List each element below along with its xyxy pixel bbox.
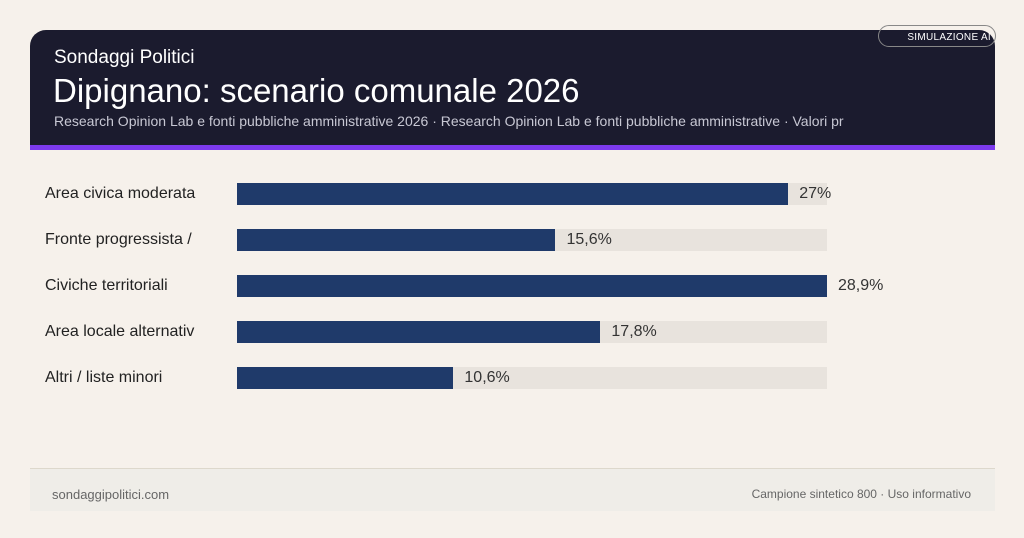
footer: sondaggipolitici.com Campione sintetico … [30,468,995,511]
bar-track [237,229,827,251]
value-label: 28,9% [838,277,884,294]
bar-row: Civiche territoriali 28,9% [0,275,1024,297]
bar-row: Altri / liste minori 10,6% [0,367,1024,389]
bar-track [237,275,827,297]
page-title: Dipignano: scenario comunale 2026 [53,72,580,109]
category-label: Area civica moderata [45,185,196,202]
bar [237,275,827,297]
subtitle: Research Opinion Lab e fonti pubbliche a… [54,113,844,129]
bar-track [237,321,827,343]
bar-track [237,183,827,205]
footer-site: sondaggipolitici.com [52,487,170,502]
bar [237,183,789,205]
header: Sondaggi Politici Dipignano: scenario co… [30,30,995,145]
bar-track [237,367,827,389]
category-label: Civiche territoriali [45,277,168,294]
bar-row: Area civica moderata 27% [0,183,1024,205]
category-label: Area locale alternativ [45,323,195,340]
bar-row: Area locale alternativ 17,8% [0,321,1024,343]
category-label: Altri / liste minori [45,369,163,386]
accent-line [30,145,995,150]
simulation-badge: SIMULAZIONE AI [878,25,996,47]
bar [237,229,556,251]
bar [237,321,601,343]
value-label: 17,8% [611,323,657,340]
value-label: 15,6% [566,231,612,248]
value-label: 27% [799,185,832,202]
footer-note: Campione sintetico 800 · Uso informativo [751,487,971,501]
brand: Sondaggi Politici [54,47,195,68]
bar [237,367,454,389]
bar-row: Fronte progressista / 15,6% [0,229,1024,251]
value-label: 10,6% [464,369,510,386]
category-label: Fronte progressista / [45,231,192,248]
